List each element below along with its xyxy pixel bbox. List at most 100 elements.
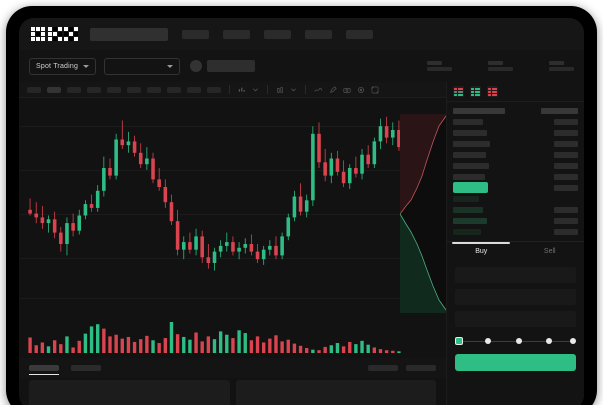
interval-3[interactable] [67,86,81,93]
nav-item-2[interactable] [223,29,250,39]
toolbar-divider [305,85,306,94]
orderbook-ask-row[interactable] [453,160,578,171]
nav-item-1[interactable] [182,29,209,39]
slider-step-75[interactable] [545,338,552,344]
settings-icon[interactable] [357,86,365,94]
slider-step-0[interactable] [455,337,463,345]
order-form-fields [447,261,584,327]
orderbook-ask-row[interactable] [453,171,578,182]
candlestick-series [28,116,401,271]
interval-2[interactable] [47,86,61,93]
toolbar-divider [229,85,230,94]
market-type-label: Spot Trading [36,62,79,70]
tab-buy[interactable]: Buy [447,242,516,261]
interval-8[interactable] [167,86,181,93]
app-screen: Spot Trading [19,18,584,405]
interval-9[interactable] [187,86,201,93]
tab-sell-label: Sell [543,248,556,255]
slider-step-100[interactable] [570,338,576,344]
fullscreen-icon[interactable] [371,86,379,94]
interval-1[interactable] [27,86,41,93]
indicators-icon[interactable] [238,86,246,94]
orderbook-spread-row[interactable] [453,182,578,193]
orderbook-ask-row[interactable] [453,138,578,149]
pair-selector-dropdown[interactable] [104,57,181,75]
tab-open-orders-label [29,365,59,371]
interval-6[interactable] [127,86,141,93]
place-buy-order-button[interactable] [455,354,576,371]
bottom-actions [368,365,436,371]
slider-step-25[interactable] [485,338,492,344]
pair-coin-avatar [190,60,203,72]
orderbook-ask-row[interactable] [453,149,578,160]
chevron-down-icon [83,64,90,68]
interval-4[interactable] [87,86,101,93]
chevron-down-icon[interactable] [252,86,259,93]
chart-gridline [19,170,446,171]
orderbook-bid-row[interactable] [453,193,578,204]
tab-buy-label: Buy [475,248,488,255]
order-amount-slider[interactable] [455,337,576,346]
line-tool-icon[interactable] [314,86,323,94]
interval-10[interactable] [207,86,221,93]
chevron-down-icon[interactable] [290,86,297,93]
okx-logo-glyph-o [31,27,45,41]
order-price-field[interactable] [455,267,576,283]
orderbook-rows [447,102,584,237]
search-input[interactable] [90,27,168,41]
nav-item-3[interactable] [264,29,291,39]
tab-order-history[interactable] [71,358,101,378]
orderbook-bid-row[interactable] [453,215,578,226]
order-amount-field[interactable] [455,289,576,305]
nav-menu [182,29,373,39]
interval-7[interactable] [147,86,161,93]
orderbook-header-size [541,107,578,114]
device-frame: Spot Trading [6,6,597,405]
orderbook-ask-row[interactable] [453,116,578,127]
chevron-down-icon [167,64,174,68]
tab-sell[interactable]: Sell [516,242,585,261]
okx-logo-glyph-x [64,27,78,41]
price-candlestick-chart[interactable] [19,98,446,313]
orderbook-header-price [453,107,505,114]
bottom-panel-left[interactable] [29,380,230,405]
orderbook-bid-row[interactable] [453,226,578,237]
bottom-panel-right[interactable] [235,380,436,405]
toolbar-divider [267,85,268,94]
orderbook-mode-both[interactable] [453,86,464,97]
chart-toolbar [19,82,446,98]
slider-step-50[interactable] [515,338,522,344]
okx-logo[interactable] [31,27,78,41]
tab-order-history-label [71,365,101,371]
chart-gridline [19,258,446,259]
okx-logo-glyph-k [47,27,62,41]
order-total-field[interactable] [455,311,576,327]
nav-item-5[interactable] [346,29,373,39]
chart-type-icon[interactable] [276,86,284,94]
bottom-action-1[interactable] [368,365,398,371]
orderbook-column-header [453,105,578,116]
volume-histogram[interactable] [19,313,446,358]
depth-chart-series [399,114,447,313]
ticker-stat-2 [488,61,513,71]
chart-gridline [19,214,446,215]
orderbook-mode-asks[interactable] [487,86,498,97]
orderbook-header [447,82,584,102]
depth-chart-overlay[interactable] [399,114,447,313]
bottom-content-panels [19,380,446,405]
camera-icon[interactable] [343,86,351,94]
interval-5[interactable] [107,86,121,93]
order-side-tabs: Buy Sell [447,241,584,261]
bottom-action-2[interactable] [406,365,436,371]
orderbook-bid-row[interactable] [453,204,578,215]
orderbook-ask-row[interactable] [453,127,578,138]
chart-gridline [19,126,446,127]
orderbook-mode-bids[interactable] [470,86,481,97]
market-type-dropdown[interactable]: Spot Trading [29,57,97,75]
nav-item-4[interactable] [305,29,332,39]
tab-open-orders[interactable] [29,358,59,378]
current-pair-name [207,60,256,72]
pencil-icon[interactable] [329,85,337,94]
top-navigation-bar [19,18,584,50]
